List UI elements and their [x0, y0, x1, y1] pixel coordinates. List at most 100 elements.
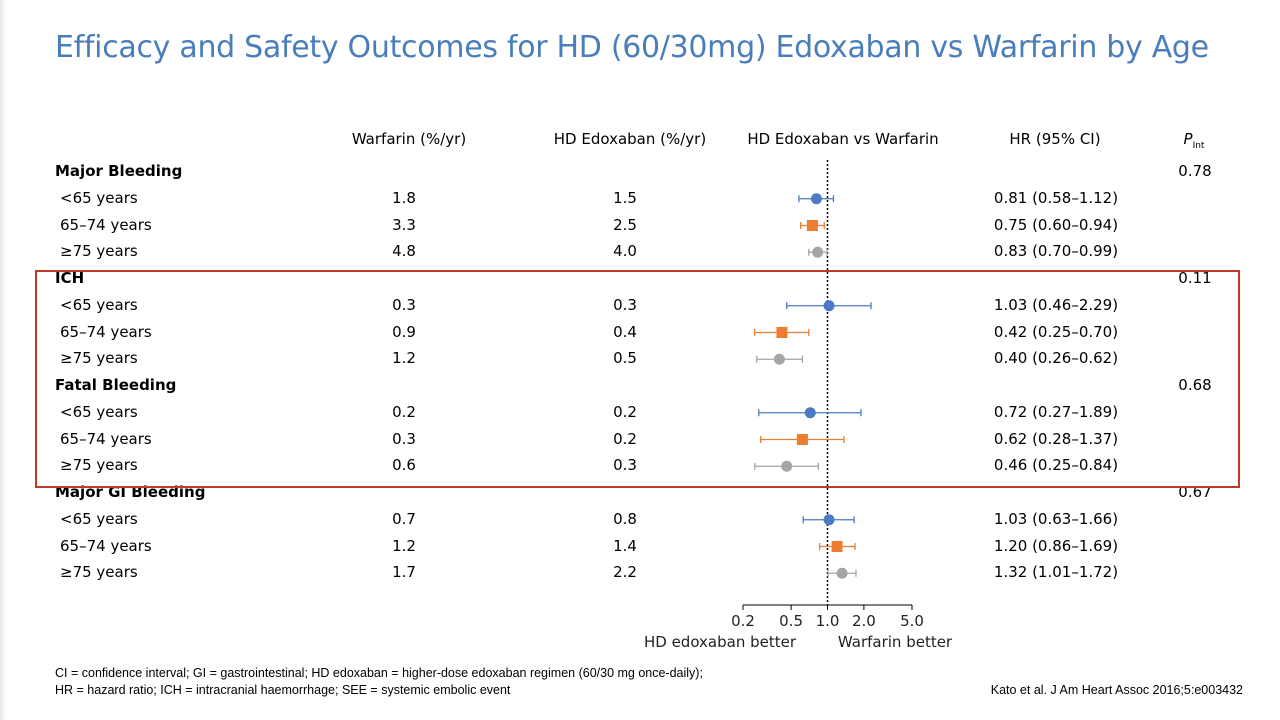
warfarin-rate: 4.8 [392, 242, 416, 261]
table-row: ≥75 years 4.8 4.0 0.83 (0.70–0.99) [0, 240, 1280, 264]
edoxaban-rate: 0.4 [613, 322, 637, 341]
x-tick-label: 2.0 [852, 612, 876, 630]
hr-point-circle [812, 246, 824, 258]
p-interaction-value: 0.68 [1178, 376, 1212, 394]
x-tick-label: 0.2 [731, 612, 755, 630]
warfarin-rate: 1.2 [392, 536, 416, 555]
left-favour-label: HD edoxaban better [643, 633, 797, 651]
edoxaban-rate: 0.8 [613, 509, 637, 528]
warfarin-rate: 0.3 [392, 429, 416, 448]
table-row: ≥75 years 1.7 2.2 1.32 (1.01–1.72) [0, 561, 1280, 585]
header-p-interaction: PInt [1184, 130, 1205, 151]
hr-ci-value: 0.42 (0.25–0.70) [993, 322, 1119, 341]
table-row: <65 years 0.2 0.2 0.72 (0.27–1.89) [0, 401, 1280, 425]
hr-point-circle [823, 300, 835, 312]
age-label: 65–74 years [60, 322, 152, 341]
group-name: Major Bleeding [55, 162, 183, 180]
hr-ci-value: 1.03 (0.63–1.66) [993, 509, 1119, 528]
table-row: 65–74 years 0.3 0.2 0.62 (0.28–1.37) [0, 428, 1280, 452]
hr-point-square [796, 434, 808, 445]
p-subscript: Int [1192, 141, 1205, 151]
age-label: 65–74 years [60, 215, 152, 234]
citation: Kato et al. J Am Heart Assoc 2016;5:e003… [990, 683, 1243, 697]
hr-point-circle [781, 460, 793, 472]
edoxaban-rate: 0.5 [613, 349, 637, 368]
slide-title: Efficacy and Safety Outcomes for HD (60/… [55, 30, 1209, 65]
p-interaction-value: 0.11 [1178, 269, 1212, 287]
header-edoxaban: HD Edoxaban (%/yr) [553, 130, 707, 148]
edoxaban-rate: 2.5 [613, 215, 637, 234]
hr-point-circle [836, 567, 848, 579]
hr-ci-value: 1.20 (0.86–1.69) [993, 536, 1119, 555]
table-row: <65 years 1.8 1.5 0.81 (0.58–1.12) [0, 187, 1280, 211]
warfarin-rate: 1.2 [392, 349, 416, 368]
table-row: 65–74 years 1.2 1.4 1.20 (0.86–1.69) [0, 535, 1280, 559]
edoxaban-rate: 1.5 [613, 188, 637, 207]
header-hr: HR (95% CI) [1009, 130, 1101, 148]
hr-point-circle [823, 514, 835, 526]
age-label: ≥75 years [60, 349, 138, 368]
table-row: <65 years 0.3 0.3 1.03 (0.46–2.29) [0, 294, 1280, 318]
age-label: ≥75 years [60, 242, 138, 261]
group-row: Fatal Bleeding 0.68 [0, 374, 1280, 398]
footnote-line-2: HR = hazard ratio; ICH = intracranial ha… [55, 683, 511, 697]
age-label: 65–74 years [60, 429, 152, 448]
footnote-line-1: CI = confidence interval; GI = gastroint… [55, 666, 703, 680]
age-label: ≥75 years [60, 456, 138, 475]
warfarin-rate: 0.3 [392, 295, 416, 314]
hr-point-circle [804, 407, 816, 419]
slide-edge-shadow [0, 0, 6, 720]
warfarin-rate: 0.6 [392, 456, 416, 475]
group-name: Fatal Bleeding [55, 376, 177, 394]
x-tick-label: 5.0 [900, 612, 924, 630]
warfarin-rate: 1.7 [392, 563, 416, 582]
edoxaban-rate: 0.2 [613, 429, 637, 448]
hr-ci-value: 1.32 (1.01–1.72) [993, 563, 1119, 582]
warfarin-rate: 0.9 [392, 322, 416, 341]
edoxaban-rate: 4.0 [613, 242, 637, 261]
table-row: <65 years 0.7 0.8 1.03 (0.63–1.66) [0, 508, 1280, 532]
warfarin-rate: 1.8 [392, 188, 416, 207]
edoxaban-rate: 1.4 [613, 536, 637, 555]
warfarin-rate: 3.3 [392, 215, 416, 234]
p-interaction-value: 0.78 [1178, 162, 1212, 180]
group-name: ICH [55, 269, 85, 287]
age-label: 65–74 years [60, 536, 152, 555]
hr-ci-value: 0.46 (0.25–0.84) [993, 456, 1119, 475]
hr-point-circle [773, 353, 785, 365]
hr-ci-value: 0.81 (0.58–1.12) [993, 188, 1119, 207]
p-letter: P [1183, 130, 1193, 148]
x-tick-label: 1.0 [816, 612, 840, 630]
table-row: ≥75 years 1.2 0.5 0.40 (0.26–0.62) [0, 347, 1280, 371]
hr-ci-value: 1.03 (0.46–2.29) [993, 295, 1119, 314]
hr-ci-value: 0.75 (0.60–0.94) [993, 215, 1119, 234]
warfarin-rate: 0.2 [392, 402, 416, 421]
hr-ci-value: 0.40 (0.26–0.62) [993, 349, 1119, 368]
highlight-box [35, 270, 1240, 488]
table-row: ≥75 years 0.6 0.3 0.46 (0.25–0.84) [0, 454, 1280, 478]
hr-point-square [806, 220, 818, 231]
edoxaban-rate: 0.2 [613, 402, 637, 421]
edoxaban-rate: 0.3 [613, 456, 637, 475]
table-row: 65–74 years 3.3 2.5 0.75 (0.60–0.94) [0, 214, 1280, 238]
edoxaban-rate: 0.3 [613, 295, 637, 314]
edoxaban-rate: 2.2 [613, 563, 637, 582]
hr-ci-value: 0.72 (0.27–1.89) [993, 402, 1119, 421]
group-row: ICH 0.11 [0, 267, 1280, 291]
hr-ci-value: 0.62 (0.28–1.37) [993, 429, 1119, 448]
right-favour-label: Warfarin better [837, 633, 953, 651]
hr-point-square [831, 541, 843, 552]
age-label: <65 years [60, 295, 138, 314]
hr-point-circle [810, 193, 822, 205]
age-label: ≥75 years [60, 563, 138, 582]
hr-ci-value: 0.83 (0.70–0.99) [993, 242, 1119, 261]
header-warfarin: Warfarin (%/yr) [351, 130, 467, 148]
warfarin-rate: 0.7 [392, 509, 416, 528]
age-label: <65 years [60, 402, 138, 421]
group-row: Major Bleeding 0.78 [0, 160, 1280, 184]
age-label: <65 years [60, 509, 138, 528]
header-comparison: HD Edoxaban vs Warfarin [747, 130, 939, 148]
table-row: 65–74 years 0.9 0.4 0.42 (0.25–0.70) [0, 321, 1280, 345]
age-label: <65 years [60, 188, 138, 207]
